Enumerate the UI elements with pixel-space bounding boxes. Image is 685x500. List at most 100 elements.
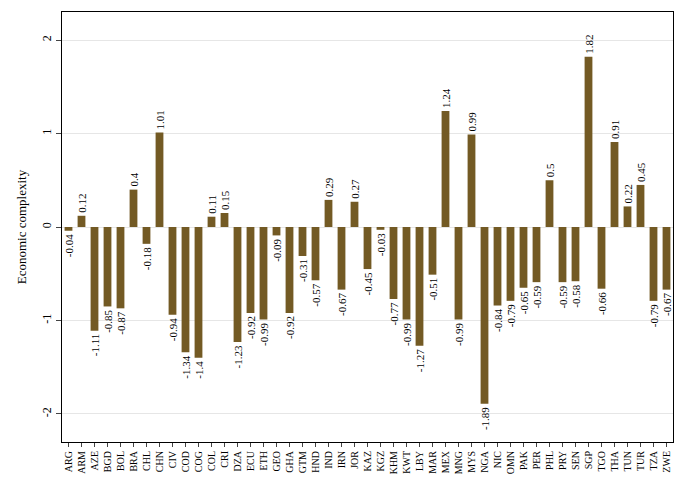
svg-text:-0.59: -0.59 xyxy=(531,285,543,308)
svg-text:2: 2 xyxy=(40,35,54,41)
svg-text:-1.34: -1.34 xyxy=(180,355,192,378)
svg-text:TUN: TUN xyxy=(622,451,633,472)
svg-text:PRY: PRY xyxy=(557,451,568,470)
svg-text:MEX: MEX xyxy=(440,450,451,473)
svg-text:BOL: BOL xyxy=(115,451,126,471)
svg-text:BGD: BGD xyxy=(102,451,113,472)
svg-text:COD: COD xyxy=(180,451,191,472)
svg-text:SGP: SGP xyxy=(583,451,594,470)
svg-text:DZA: DZA xyxy=(232,450,243,471)
svg-text:0.12: 0.12 xyxy=(76,194,88,213)
svg-text:0.99: 0.99 xyxy=(466,112,478,132)
svg-text:ARG: ARG xyxy=(63,451,74,472)
svg-text:AZE: AZE xyxy=(89,451,100,470)
svg-text:0.4: 0.4 xyxy=(128,172,140,186)
svg-text:-0.18: -0.18 xyxy=(141,247,153,270)
svg-text:PHL: PHL xyxy=(544,451,555,470)
svg-text:-1.11: -1.11 xyxy=(89,334,101,357)
svg-text:-0.79: -0.79 xyxy=(505,304,517,327)
svg-text:COL: COL xyxy=(206,451,217,471)
svg-text:0.45: 0.45 xyxy=(635,162,647,182)
svg-text:SEN: SEN xyxy=(570,451,581,470)
svg-text:CIV: CIV xyxy=(167,450,178,468)
svg-text:-0.45: -0.45 xyxy=(362,272,374,295)
svg-text:0.22: 0.22 xyxy=(622,184,634,203)
svg-text:-0.67: -0.67 xyxy=(661,293,673,316)
svg-text:-0.66: -0.66 xyxy=(596,292,608,315)
svg-text:-0.67: -0.67 xyxy=(336,293,348,316)
svg-text:-0.99: -0.99 xyxy=(453,323,465,346)
svg-text:-1.89: -1.89 xyxy=(479,407,491,430)
svg-text:-0.99: -0.99 xyxy=(401,323,413,346)
svg-text:BRA: BRA xyxy=(128,450,139,471)
svg-text:-0.92: -0.92 xyxy=(245,316,257,339)
svg-text:-0.94: -0.94 xyxy=(167,318,179,341)
svg-text:JOR: JOR xyxy=(349,451,360,469)
svg-text:MYS: MYS xyxy=(466,451,477,473)
svg-text:NGA: NGA xyxy=(479,450,490,472)
svg-text:-0.85: -0.85 xyxy=(102,309,114,332)
svg-text:1.24: 1.24 xyxy=(440,88,452,108)
svg-text:0.27: 0.27 xyxy=(349,179,361,199)
svg-text:TGO: TGO xyxy=(596,451,607,472)
svg-text:GHA: GHA xyxy=(284,450,295,472)
svg-text:KWT: KWT xyxy=(401,451,412,474)
svg-text:0.29: 0.29 xyxy=(323,177,335,197)
svg-text:CHL: CHL xyxy=(141,451,152,471)
svg-text:0.15: 0.15 xyxy=(219,190,231,210)
svg-text:HND: HND xyxy=(310,451,321,473)
svg-text:MAR: MAR xyxy=(427,451,438,474)
svg-text:-2: -2 xyxy=(40,407,54,417)
svg-text:NIC: NIC xyxy=(492,451,503,469)
svg-text:LBY: LBY xyxy=(414,451,425,471)
svg-text:COG: COG xyxy=(193,451,204,472)
svg-text:-0.84: -0.84 xyxy=(492,309,504,332)
svg-text:PAK: PAK xyxy=(518,450,529,470)
svg-text:TUR: TUR xyxy=(635,451,646,471)
svg-text:-0.51: -0.51 xyxy=(427,278,439,301)
svg-text:-0.79: -0.79 xyxy=(648,304,660,327)
svg-text:ETH: ETH xyxy=(258,451,269,470)
svg-text:1: 1 xyxy=(40,129,54,135)
svg-text:-0.58: -0.58 xyxy=(570,284,582,307)
svg-text:1.01: 1.01 xyxy=(154,110,166,129)
svg-text:IRN: IRN xyxy=(336,451,347,468)
svg-text:0.91: 0.91 xyxy=(609,120,621,139)
svg-text:PER: PER xyxy=(531,451,542,470)
svg-text:THA: THA xyxy=(609,450,620,471)
svg-text:ZWE: ZWE xyxy=(661,451,672,473)
svg-text:1.82: 1.82 xyxy=(583,35,595,54)
svg-text:KHM: KHM xyxy=(388,451,399,474)
svg-text:-0.87: -0.87 xyxy=(115,311,127,334)
svg-text:-1.27: -1.27 xyxy=(414,349,426,372)
svg-text:MNG: MNG xyxy=(453,451,464,474)
svg-text:-1.23: -1.23 xyxy=(232,345,244,368)
svg-text:ECU: ECU xyxy=(245,450,256,471)
svg-text:-0.04: -0.04 xyxy=(63,234,75,257)
svg-text:CHN: CHN xyxy=(154,451,165,472)
svg-text:ARM: ARM xyxy=(76,451,87,474)
svg-text:-0.59: -0.59 xyxy=(557,285,569,308)
svg-text:GEO: GEO xyxy=(271,451,282,472)
svg-text:0.11: 0.11 xyxy=(206,195,218,214)
svg-text:IND: IND xyxy=(323,451,334,469)
svg-text:Economic complexity: Economic complexity xyxy=(14,169,29,284)
svg-text:OMN: OMN xyxy=(505,451,516,474)
svg-text:-0.92: -0.92 xyxy=(284,316,296,339)
svg-text:GTM: GTM xyxy=(297,451,308,473)
svg-text:-0.31: -0.31 xyxy=(297,259,309,282)
svg-text:KAZ: KAZ xyxy=(362,451,373,472)
svg-text:-0.77: -0.77 xyxy=(388,302,400,325)
svg-text:-0.57: -0.57 xyxy=(310,283,322,306)
svg-text:-0.03: -0.03 xyxy=(375,233,387,256)
svg-text:-1.4: -1.4 xyxy=(193,361,205,379)
svg-text:CRI: CRI xyxy=(219,451,230,468)
svg-text:KGZ: KGZ xyxy=(375,451,386,472)
svg-text:-0.09: -0.09 xyxy=(271,238,283,261)
svg-text:-1: -1 xyxy=(40,314,54,324)
svg-text:0: 0 xyxy=(40,222,54,228)
svg-text:0.5: 0.5 xyxy=(544,163,556,177)
svg-text:-0.99: -0.99 xyxy=(258,323,270,346)
svg-text:-0.65: -0.65 xyxy=(518,291,530,314)
svg-text:TZA: TZA xyxy=(648,450,659,470)
